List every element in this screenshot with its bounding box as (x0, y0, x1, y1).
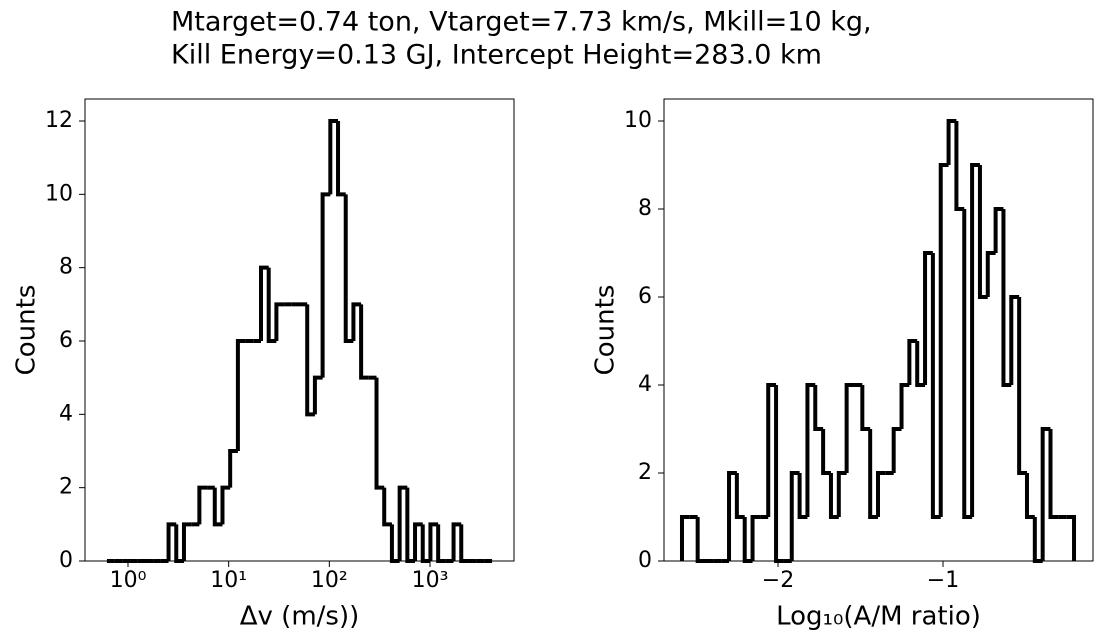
y-tick-label: 2 (638, 460, 652, 485)
x-axis-label: Log₁₀(A/M ratio) (776, 602, 981, 632)
histogram-step (766, 383, 777, 517)
histogram-step (258, 265, 269, 341)
axes-frame (84, 98, 515, 562)
histogram-step (359, 304, 369, 380)
histogram-step (228, 449, 238, 488)
histogram-step (836, 471, 847, 517)
histogram-step (938, 163, 949, 517)
y-tick-label: 2 (59, 475, 73, 500)
y-tick-label: 4 (59, 401, 73, 426)
histogram-step (181, 522, 192, 561)
histogram-step (813, 385, 824, 431)
title-line: Mtarget=0.74 ton, Vtarget=7.73 km/s, Mki… (171, 7, 872, 38)
y-tick-label: 0 (638, 548, 652, 573)
histogram-step (459, 524, 469, 563)
histogram-step (860, 385, 871, 431)
histogram-step (320, 192, 331, 378)
histogram-step (274, 302, 285, 341)
histogram-step (1048, 429, 1059, 519)
histogram-step (899, 383, 910, 429)
y-tick-label: 8 (59, 255, 73, 280)
histogram-step (382, 487, 392, 527)
x-tick-label: 10³ (412, 568, 449, 593)
histogram-step (946, 119, 957, 165)
y-tick-label: 6 (638, 284, 652, 309)
histogram-step (305, 304, 315, 417)
histogram-step (413, 522, 423, 561)
histogram-step (977, 165, 988, 299)
histogram-step (328, 119, 339, 195)
histogram-step (351, 302, 362, 341)
histogram-step (436, 524, 446, 563)
histogram-step (336, 121, 346, 197)
y-axis-label: Counts (591, 285, 621, 376)
histogram-step (1040, 427, 1051, 561)
histogram-step (428, 522, 439, 561)
histogram-step (1009, 295, 1020, 385)
histogram-step (451, 522, 462, 561)
histogram-step (312, 375, 323, 415)
histogram-step (1024, 473, 1035, 519)
histogram-step (805, 383, 816, 517)
x-tick-label: 10¹ (210, 568, 247, 593)
histogram-step (907, 339, 918, 385)
y-axis-label: Counts (12, 285, 42, 376)
histogram-step (397, 485, 408, 561)
histogram-step (923, 251, 933, 385)
histogram-step (212, 487, 223, 527)
histogram-step (1001, 209, 1012, 387)
histogram-step (915, 341, 926, 387)
y-tick-label: 0 (59, 548, 73, 573)
histogram-step (1017, 297, 1027, 475)
histogram-step (266, 267, 277, 343)
histogram-step (220, 485, 231, 525)
histogram-step (876, 471, 886, 517)
title-line: Kill Energy=0.13 GJ, Intercept Height=28… (171, 40, 822, 71)
histogram-step (930, 253, 941, 519)
x-tick-label: 10² (311, 568, 348, 593)
histogram-step (695, 517, 706, 563)
x-tick-label: −2 (762, 568, 794, 593)
histogram-step (844, 383, 855, 473)
histogram-step (954, 121, 965, 211)
histogram-step (828, 473, 839, 519)
y-tick-label: 8 (638, 196, 652, 221)
histogram-step (1066, 515, 1077, 561)
histogram-step (235, 339, 246, 451)
histogram-step (789, 471, 800, 561)
histogram-step (750, 515, 761, 561)
histogram-step (868, 429, 879, 519)
histogram-step (797, 473, 808, 519)
x-tick-label: −1 (927, 568, 959, 593)
y-tick-label: 12 (45, 108, 73, 133)
axes-frame (663, 98, 1094, 562)
x-tick-label: 10⁰ (110, 568, 147, 593)
histogram-step (734, 473, 745, 519)
histogram-step (891, 427, 902, 473)
histogram-step (970, 163, 980, 517)
histogram-step (821, 429, 831, 475)
histogram-step (774, 385, 784, 563)
histogram-step (727, 471, 737, 561)
histogram-step (962, 209, 973, 519)
y-tick-label: 4 (638, 372, 652, 397)
y-tick-label: 10 (45, 181, 73, 206)
histogram-step (679, 515, 690, 561)
histogram-step (374, 377, 385, 490)
histogram-step (197, 485, 208, 525)
x-axis-label: Δv (m/s)) (240, 602, 360, 632)
y-tick-label: 6 (59, 328, 73, 353)
histogram-step (985, 251, 996, 297)
y-tick-label: 10 (624, 108, 652, 133)
histogram-step (993, 207, 1004, 253)
histogram-step (166, 522, 177, 561)
histogram-step (343, 194, 354, 343)
